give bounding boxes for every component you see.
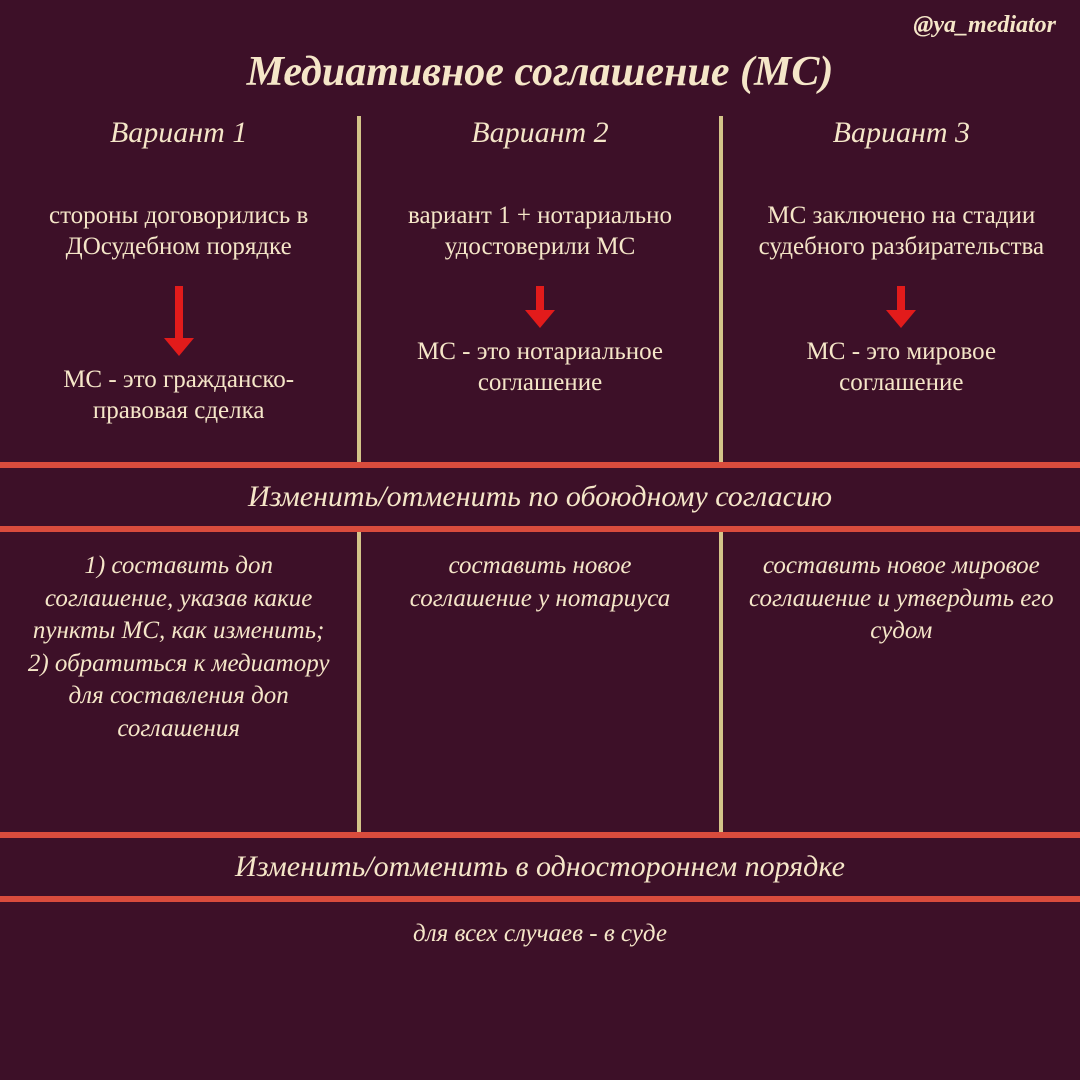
variant-3-result: МС - это мировое соглашение bbox=[743, 336, 1060, 399]
account-handle: @ya_mediator bbox=[913, 12, 1056, 39]
variant-1-title: Вариант 1 bbox=[20, 116, 337, 150]
unilateral-band: Изменить/отменить в одностороннем порядк… bbox=[0, 832, 1080, 902]
arrow-down-icon bbox=[525, 286, 555, 328]
variant-3-column: МС заключено на стадии судебного разбира… bbox=[723, 172, 1080, 462]
variant-3-mutual: составить новое мировое соглашение и утв… bbox=[723, 532, 1080, 832]
variants-header-row: Вариант 1 Вариант 2 Вариант 3 bbox=[0, 116, 1080, 172]
mutual-consent-band: Изменить/отменить по обоюдному согласию bbox=[0, 462, 1080, 532]
variant-1-column: стороны договорились в ДОсудебном порядк… bbox=[0, 172, 357, 462]
variant-3-title: Вариант 3 bbox=[743, 116, 1060, 150]
variant-2-result: МС - это нотариальное соглашение bbox=[381, 336, 698, 399]
variant-1-result: МС - это гражданско-правовая сделка bbox=[20, 364, 337, 427]
footer-note: для всех случаев - в суде bbox=[0, 902, 1080, 948]
variant-2-column: вариант 1 + нотариально удостоверили МС … bbox=[361, 172, 718, 462]
variant-2-premise: вариант 1 + нотариально удостоверили МС bbox=[381, 182, 698, 280]
variant-1-mutual: 1) составить доп соглашение, указав каки… bbox=[0, 532, 357, 832]
variant-3-premise: МС заключено на стадии судебного разбира… bbox=[743, 182, 1060, 280]
variant-2-title: Вариант 2 bbox=[381, 116, 698, 150]
definitions-row: стороны договорились в ДОсудебном порядк… bbox=[0, 172, 1080, 462]
arrow-down-icon bbox=[164, 286, 194, 356]
mutual-procedures-row: 1) составить доп соглашение, указав каки… bbox=[0, 532, 1080, 832]
variant-1-premise: стороны договорились в ДОсудебном порядк… bbox=[20, 182, 337, 280]
variant-2-mutual: составить новое соглашение у нотариуса bbox=[361, 532, 718, 832]
arrow-down-icon bbox=[886, 286, 916, 328]
